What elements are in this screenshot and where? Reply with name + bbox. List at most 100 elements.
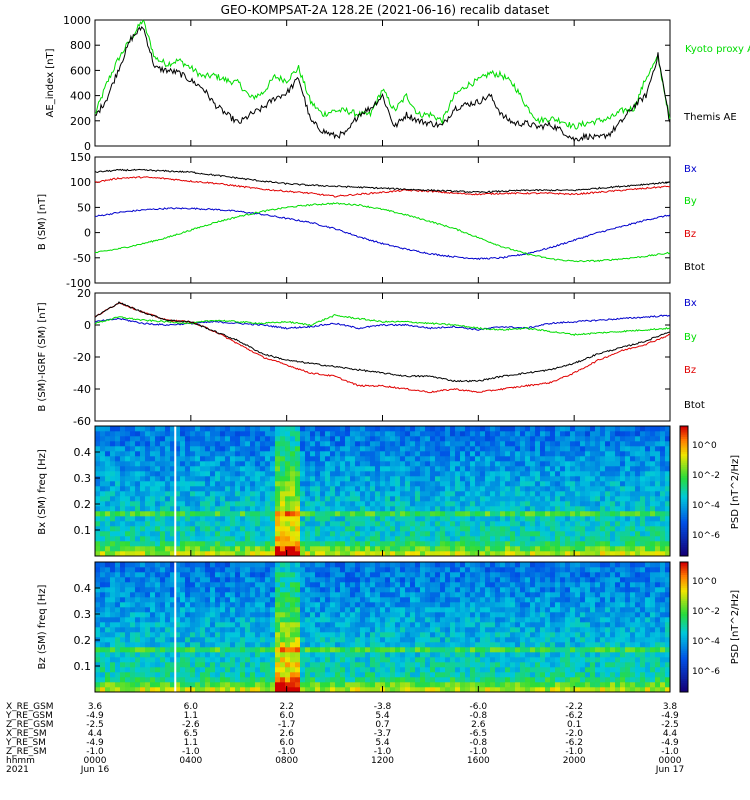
spectrogram-cell <box>265 622 271 628</box>
spectrogram-cell <box>195 637 201 643</box>
spectrogram-cell <box>230 687 236 693</box>
spectrogram-cell <box>545 541 551 547</box>
spectrogram-cell <box>645 436 651 442</box>
spectrogram-cell <box>640 546 646 552</box>
spectrogram-cell <box>145 451 151 457</box>
spectrogram-cell <box>530 426 536 432</box>
spectrogram-cell <box>370 471 376 477</box>
spectrogram-cell <box>435 466 441 472</box>
spectrogram-cell <box>545 506 551 512</box>
spectrogram-cell <box>340 562 346 568</box>
spectrogram-cell <box>330 572 336 578</box>
spectrogram-cell <box>385 466 391 472</box>
spectrogram-cell <box>460 521 466 527</box>
spectrogram-cell <box>380 632 386 638</box>
y-tick-label: 50 <box>77 201 91 214</box>
spectrogram-cell <box>270 567 276 573</box>
spectrogram-cell <box>415 446 421 452</box>
spectrogram-cell <box>625 441 631 447</box>
spectrogram-cell <box>410 667 416 673</box>
spectrogram-cell <box>160 436 166 442</box>
spectrogram-cell <box>355 632 361 638</box>
spectrogram-cell <box>610 511 616 517</box>
spectrogram-cell <box>395 607 401 613</box>
spectrogram-cell <box>455 471 461 477</box>
spectrogram-cell <box>570 486 576 492</box>
spectrogram-cell <box>250 582 256 588</box>
spectrogram-cell <box>360 436 366 442</box>
spectrogram-cell <box>255 672 261 678</box>
spectrogram-cell <box>175 647 181 653</box>
spectrogram-cell <box>240 516 246 522</box>
spectrogram-cell <box>325 516 331 522</box>
spectrogram-cell <box>450 526 456 532</box>
spectrogram-cell <box>235 511 241 517</box>
spectrogram-cell <box>400 551 406 557</box>
spectrogram-cell <box>515 536 521 542</box>
spectrogram-cell <box>135 577 141 583</box>
spectrogram-cell <box>225 486 231 492</box>
spectrogram-cell <box>345 436 351 442</box>
spectrogram-cell <box>580 491 586 497</box>
spectrogram-cell <box>320 551 326 557</box>
spectrogram-cell <box>305 637 311 643</box>
spectrogram-cell <box>340 677 346 683</box>
spectrogram-cell <box>580 426 586 432</box>
spectrogram-cell <box>380 521 386 527</box>
spectrogram-cell <box>350 431 356 437</box>
spectrogram-cell <box>305 496 311 502</box>
spectrogram-cell <box>300 562 306 568</box>
spectrogram-cell <box>110 587 116 593</box>
spectrogram-cell <box>305 632 311 638</box>
spectrogram-cell <box>440 496 446 502</box>
spectrogram-cell <box>285 627 291 633</box>
spectrogram-cell <box>580 456 586 462</box>
spectrogram-cell <box>545 441 551 447</box>
spectrogram-cell <box>95 526 101 532</box>
spectrogram-cell <box>585 491 591 497</box>
spectrogram-cell <box>120 597 126 603</box>
spectrogram-cell <box>130 632 136 638</box>
spectrogram-cell <box>465 551 471 557</box>
spectrogram-cell <box>135 461 141 467</box>
spectrogram-cell <box>555 506 561 512</box>
spectrogram-cell <box>580 476 586 482</box>
spectrogram-cell <box>375 506 381 512</box>
spectrogram-cell <box>115 436 121 442</box>
spectrogram-cell <box>600 511 606 517</box>
spectrogram-cell <box>425 647 431 653</box>
spectrogram-cell <box>585 476 591 482</box>
spectrogram-cell <box>215 546 221 552</box>
spectrogram-cell <box>315 551 321 557</box>
spectrogram-cell <box>315 511 321 517</box>
spectrogram-cell <box>340 471 346 477</box>
spectrogram-cell <box>415 632 421 638</box>
spectrogram-cell <box>160 662 166 668</box>
spectrogram-cell <box>130 516 136 522</box>
spectrogram-cell <box>595 471 601 477</box>
spectrogram-cell <box>125 526 131 532</box>
spectrogram-cell <box>400 546 406 552</box>
spectrogram-cell <box>630 511 636 517</box>
spectrogram-cell <box>165 607 171 613</box>
spectrogram-cell <box>390 577 396 583</box>
spectrogram-cell <box>405 466 411 472</box>
spectrogram-cell <box>345 511 351 517</box>
spectrogram-cell <box>330 627 336 633</box>
spectrogram-cell <box>305 451 311 457</box>
spectrogram-cell <box>120 451 126 457</box>
spectrogram-cell <box>390 546 396 552</box>
spectrogram-cell <box>100 672 106 678</box>
spectrogram-cell <box>135 516 141 522</box>
spectrogram-cell <box>555 481 561 487</box>
spectrogram-cell <box>415 551 421 557</box>
colorbar-tick-label: 10^-6 <box>692 531 720 541</box>
spectrogram-cell <box>655 451 661 457</box>
spectrogram-cell <box>420 672 426 678</box>
spectrogram-cell <box>405 546 411 552</box>
spectrogram-cell <box>415 511 421 517</box>
spectrogram-cell <box>525 461 531 467</box>
spectrogram-cell <box>265 521 271 527</box>
spectrogram-cell <box>370 511 376 517</box>
spectrogram-cell <box>475 451 481 457</box>
